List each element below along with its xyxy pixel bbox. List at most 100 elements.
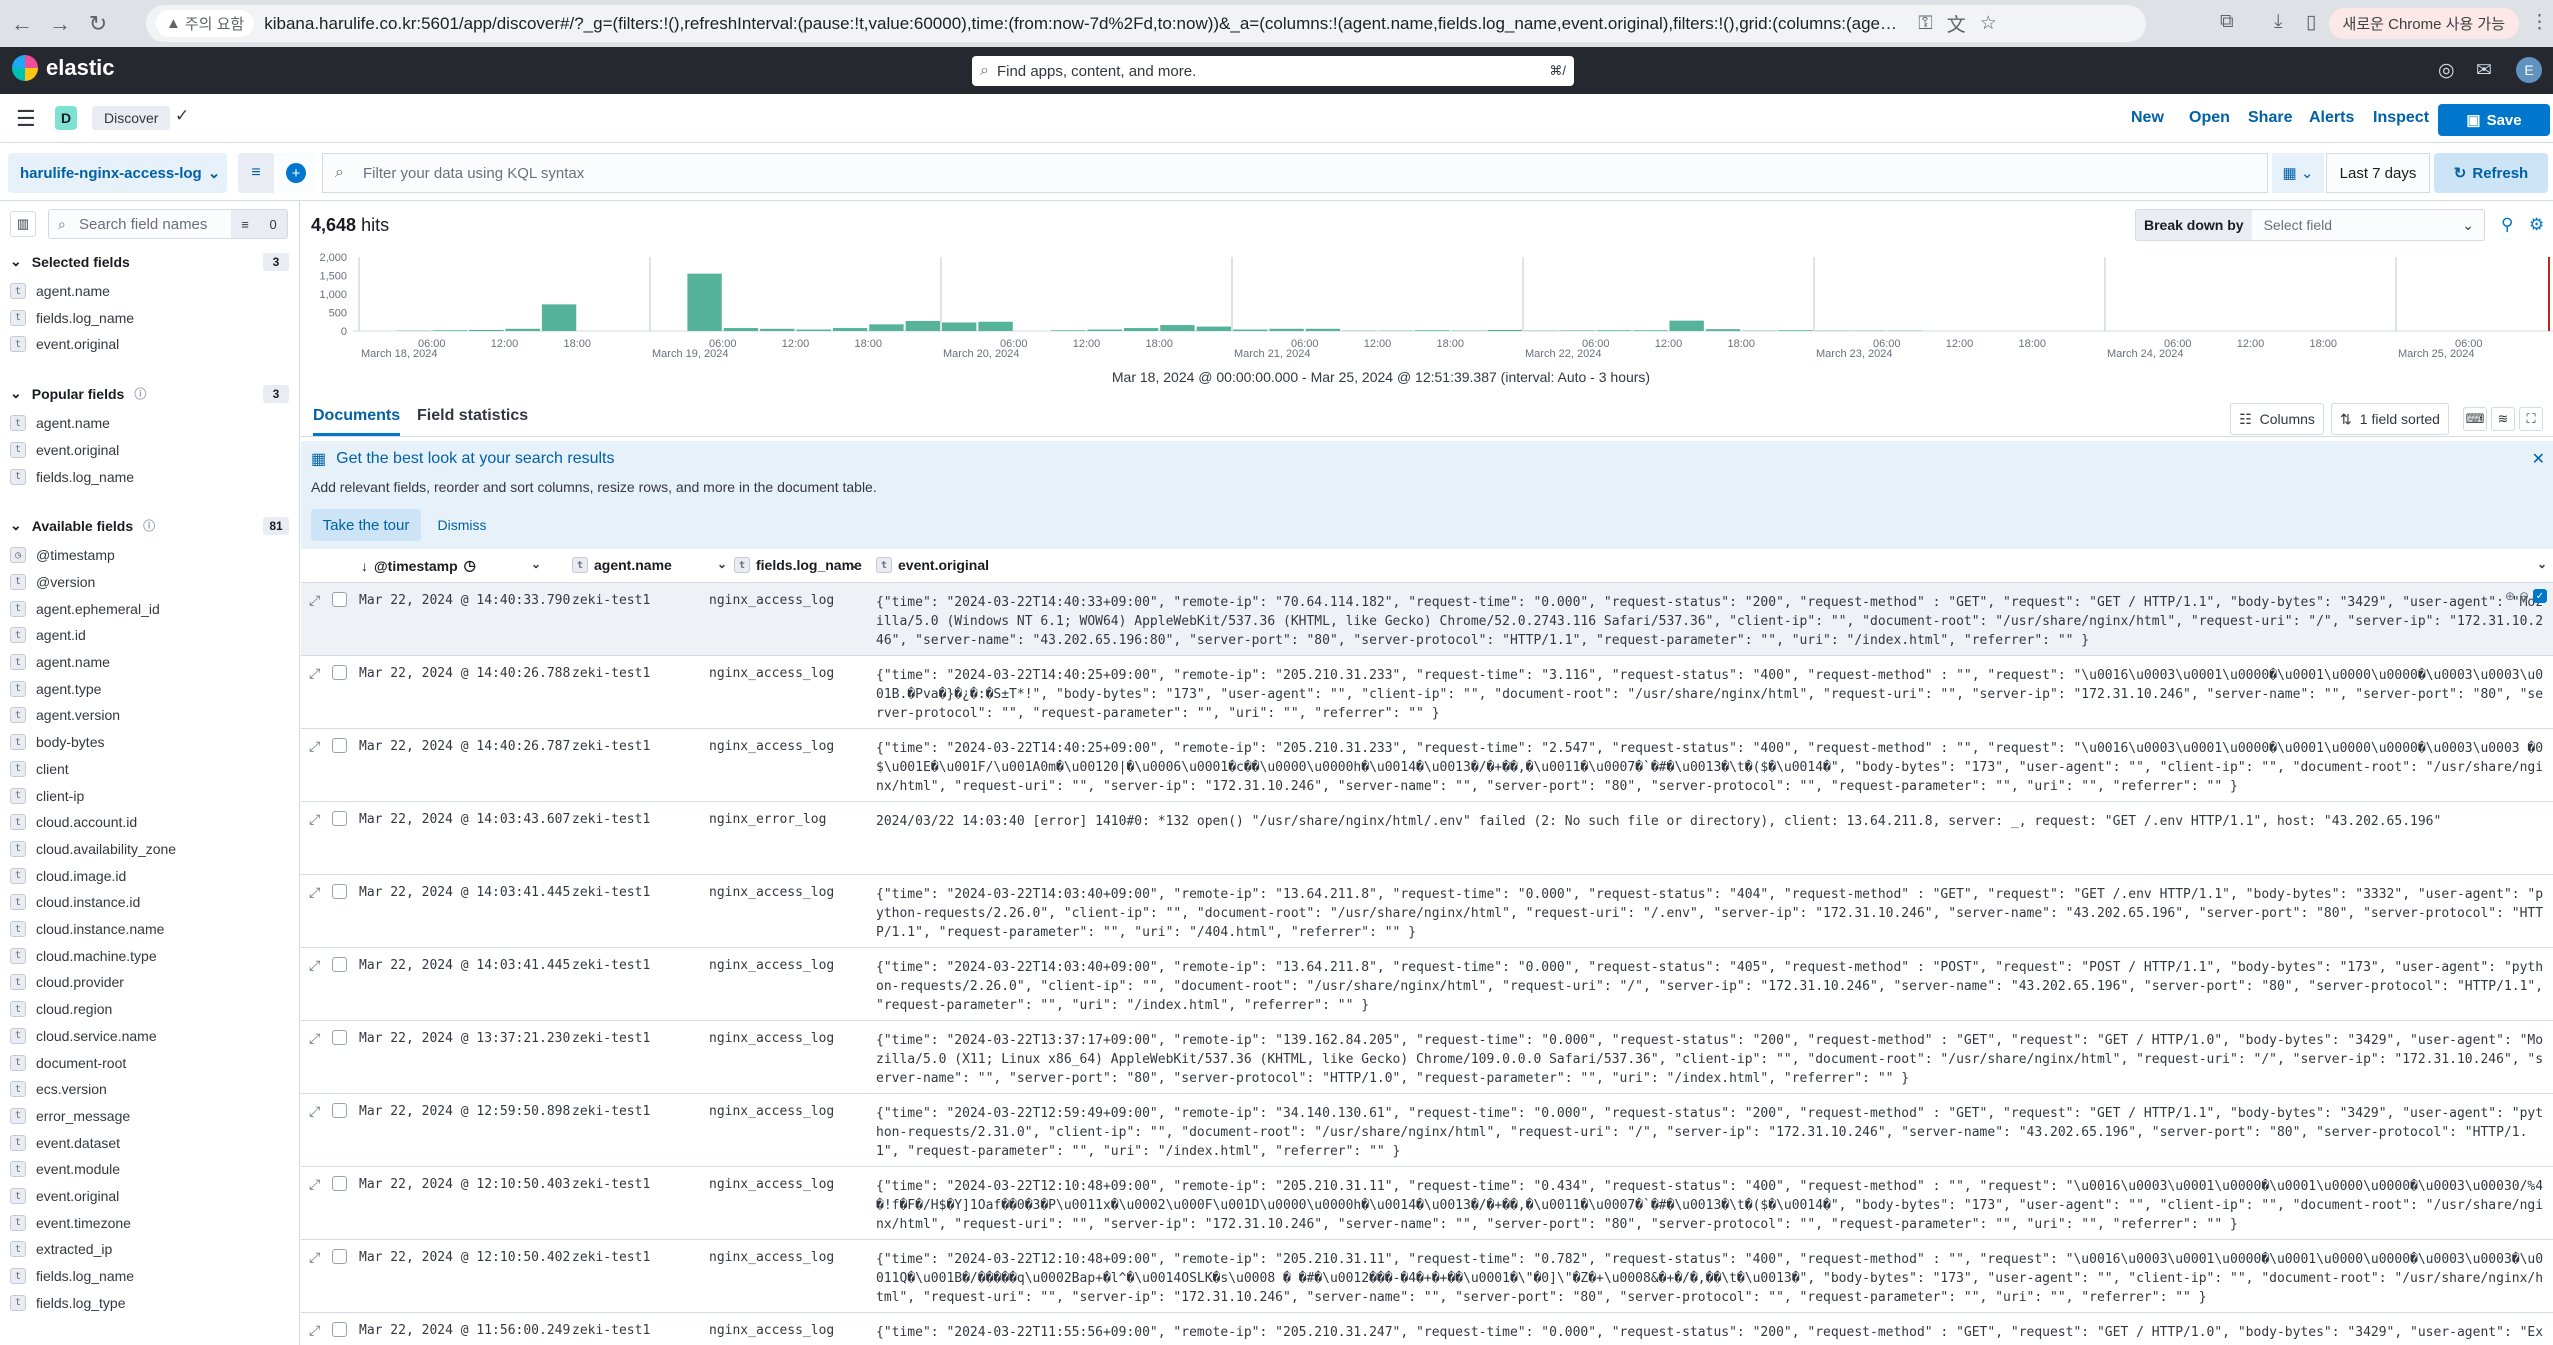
expand-icon[interactable]: ⤢	[309, 738, 321, 754]
table-row[interactable]: ⤢ Mar 22, 2024 @ 13:37:21.230 zeki-test1 ng…	[301, 1021, 2553, 1094]
field-item[interactable]: t agent.id	[10, 625, 86, 645]
field-item[interactable]: t cloud.instance.id	[10, 892, 140, 912]
field-item[interactable]: t agent.version	[10, 705, 120, 725]
add-filter-button[interactable]: +	[276, 153, 316, 193]
browser-menu-icon[interactable]: ⋮	[2530, 12, 2549, 33]
table-row[interactable]: ⤢ Mar 22, 2024 @ 14:03:41.445 zeki-test1 ng…	[301, 948, 2553, 1021]
section-selected-fields[interactable]: ⌄ Selected fields	[10, 253, 130, 270]
field-item[interactable]: t document-root	[10, 1053, 126, 1073]
field-item[interactable]: t cloud.machine.type	[10, 946, 157, 966]
refresh-button[interactable]: ↻ Refresh	[2434, 153, 2548, 193]
field-item[interactable]: t fields.log_name	[10, 467, 134, 487]
expand-icon[interactable]: ⤢	[309, 811, 321, 827]
date-quick-select[interactable]: ▦ ⌄	[2272, 153, 2324, 193]
row-checkbox[interactable]	[332, 1176, 347, 1191]
row-height-icon[interactable]: ≋	[2491, 407, 2515, 431]
tab-field-statistics[interactable]: Field statistics	[417, 407, 529, 424]
date-range[interactable]: Last 7 days	[2326, 153, 2430, 193]
close-icon[interactable]: ✕	[2531, 451, 2545, 468]
field-item[interactable]: t agent.name	[10, 652, 110, 672]
row-checkbox[interactable]	[332, 957, 347, 972]
table-row[interactable]: ⤢ Mar 22, 2024 @ 14:03:41.445 zeki-test1 ng…	[301, 875, 2553, 948]
extensions-icon[interactable]: ⧉	[2220, 11, 2234, 32]
table-row[interactable]: ⤢ Mar 22, 2024 @ 12:10:50.402 zeki-test1 ng…	[301, 1240, 2553, 1313]
inspect-link[interactable]: Inspect	[2373, 109, 2430, 126]
alerts-link[interactable]: Alerts	[2309, 109, 2355, 126]
expand-icon[interactable]: ⤢	[309, 1322, 321, 1338]
field-item[interactable]: t cloud.region	[10, 999, 112, 1019]
field-filter-toggle[interactable]: ≡ 0	[231, 210, 287, 238]
field-item[interactable]: ◷ @timestamp	[10, 545, 115, 565]
elastic-logo[interactable]: elastic	[12, 55, 115, 81]
row-checkbox[interactable]	[332, 665, 347, 680]
filter-for-icon[interactable]: ⊕	[2504, 589, 2515, 603]
help-icon[interactable]: ◎	[2438, 60, 2455, 81]
fullscreen-icon[interactable]: ⛶	[2519, 407, 2543, 431]
field-item[interactable]: t error_message	[10, 1106, 130, 1126]
expand-icon[interactable]: ⤢	[309, 1030, 321, 1046]
field-item[interactable]: t @version	[10, 572, 95, 592]
table-row[interactable]: ⤢ Mar 22, 2024 @ 14:40:26.787 zeki-test1 ng…	[301, 729, 2553, 802]
field-item[interactable]: t client-ip	[10, 786, 84, 806]
field-item[interactable]: t client	[10, 759, 69, 779]
expand-icon[interactable]: ⤢	[309, 592, 321, 608]
section-available-fields[interactable]: ⌄ Available fields ⓘ	[10, 517, 156, 534]
take-tour-button[interactable]: Take the tour	[311, 509, 421, 541]
field-item[interactable]: t agent.name	[10, 413, 110, 433]
section-popular-fields[interactable]: ⌄ Popular fields ⓘ	[10, 385, 147, 402]
space-avatar[interactable]: D	[55, 106, 77, 130]
breadcrumb[interactable]: Discover	[92, 106, 171, 130]
field-item[interactable]: t event.original	[10, 440, 119, 460]
security-warning-badge[interactable]: ▲ 주의 요함	[156, 10, 255, 37]
field-item[interactable]: t event.dataset	[10, 1133, 120, 1153]
table-row[interactable]: ⤢ Mar 22, 2024 @ 12:59:50.898 zeki-test1 ng…	[301, 1094, 2553, 1167]
field-item[interactable]: t agent.ephemeral_id	[10, 599, 160, 619]
user-avatar[interactable]: E	[2516, 57, 2542, 83]
field-item[interactable]: t cloud.provider	[10, 972, 124, 992]
expand-icon[interactable]: ⤢	[309, 957, 321, 973]
field-item[interactable]: t cloud.instance.name	[10, 919, 164, 939]
filter-menu-button[interactable]: ≡	[238, 153, 274, 193]
chevron-down-icon[interactable]: ⌄	[2537, 557, 2548, 571]
key-icon[interactable]: ⚿	[1918, 12, 1933, 34]
table-row[interactable]: ⤢ Mar 22, 2024 @ 14:40:33.790 zeki-test1 ng…	[301, 583, 2553, 656]
gear-icon[interactable]: ⚙	[2529, 215, 2545, 234]
expand-icon[interactable]: ⤢	[309, 665, 321, 681]
chart-options-icon[interactable]: ⚲	[2501, 215, 2514, 234]
url-text[interactable]: kibana.harulife.co.kr:5601/app/discover#…	[264, 13, 1905, 33]
field-item[interactable]: t cloud.availability_zone	[10, 839, 176, 859]
breakdown-select[interactable]: Break down by Select field ⌄	[2135, 209, 2485, 241]
row-checkbox[interactable]	[332, 1030, 347, 1045]
data-view-picker[interactable]: harulife-nginx-access-log ⌄	[8, 153, 227, 193]
field-item[interactable]: t cloud.account.id	[10, 812, 137, 832]
field-item[interactable]: t fields.log_name	[10, 308, 134, 328]
download-icon[interactable]: ⤓	[2274, 11, 2283, 32]
field-item[interactable]: t event.module	[10, 1159, 120, 1179]
expand-icon[interactable]: ⤢	[309, 1103, 321, 1119]
chevron-down-icon[interactable]: ⌄	[849, 557, 860, 571]
expand-icon[interactable]: ⤢	[309, 1249, 321, 1265]
hamburger-menu-icon[interactable]: ☰	[16, 106, 36, 131]
field-item[interactable]: t agent.type	[10, 679, 101, 699]
address-bar[interactable]: ▲ 주의 요함 kibana.harulife.co.kr:5601/app/di…	[146, 5, 2146, 42]
column-header-timestamp[interactable]: ↓ @timestamp ◷	[361, 557, 476, 574]
chrome-update-button[interactable]: 새로운 Chrome 사용 가능	[2328, 8, 2519, 39]
back-icon[interactable]: ←	[11, 10, 33, 36]
share-link[interactable]: Share	[2248, 109, 2293, 126]
table-row[interactable]: ⤢ Mar 22, 2024 @ 14:03:43.607 zeki-test1 ng…	[301, 802, 2553, 875]
newsfeed-icon[interactable]: ✉	[2476, 60, 2492, 81]
row-checkbox[interactable]	[332, 738, 347, 753]
forward-icon[interactable]: →	[49, 10, 71, 36]
expand-icon[interactable]: ⤢	[309, 1176, 321, 1192]
check-icon[interactable]: ✓	[2533, 589, 2547, 603]
filter-out-icon[interactable]: ⊖	[2518, 589, 2529, 603]
table-row[interactable]: ⤢ Mar 22, 2024 @ 12:10:50.403 zeki-test1 ng…	[301, 1167, 2553, 1240]
row-checkbox[interactable]	[332, 592, 347, 607]
field-item[interactable]: t agent.name	[10, 281, 110, 301]
save-button[interactable]: ▣ Save	[2438, 104, 2550, 136]
global-search[interactable]: ⌕ Find apps, content, and more. ⌘/	[972, 56, 1574, 86]
field-item[interactable]: t fields.log_type	[10, 1293, 126, 1313]
chevron-down-icon[interactable]: ⌄	[531, 557, 542, 571]
column-header-log-name[interactable]: t fields.log_name	[734, 557, 862, 573]
reload-icon[interactable]: ↻	[88, 10, 108, 36]
